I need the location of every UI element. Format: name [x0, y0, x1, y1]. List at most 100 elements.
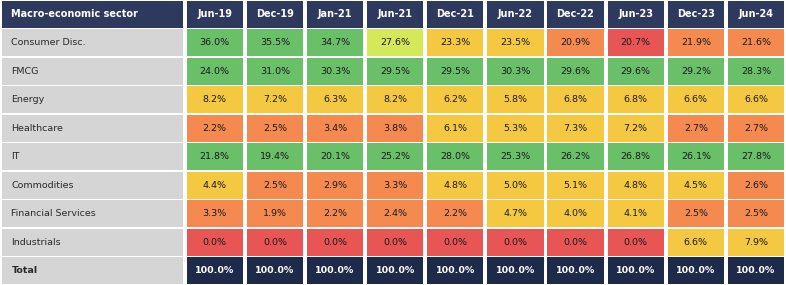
Bar	[367, 257, 423, 284]
Bar	[487, 229, 544, 256]
Bar	[367, 1, 423, 28]
Text: 0.0%: 0.0%	[203, 238, 227, 247]
Bar	[367, 172, 423, 199]
Text: 34.7%: 34.7%	[320, 38, 350, 47]
Bar	[2, 86, 182, 113]
Text: 6.3%: 6.3%	[323, 95, 347, 104]
Text: 8.2%: 8.2%	[203, 95, 227, 104]
Text: 5.1%: 5.1%	[564, 181, 588, 190]
Text: 26.1%: 26.1%	[681, 152, 711, 161]
Bar	[2, 115, 182, 142]
Bar	[247, 29, 303, 56]
Bar	[307, 229, 363, 256]
Bar	[428, 1, 483, 28]
Bar	[728, 115, 784, 142]
Text: 28.3%: 28.3%	[741, 67, 771, 76]
Text: 100.0%: 100.0%	[556, 266, 595, 275]
Bar	[487, 143, 544, 170]
Text: 4.7%: 4.7%	[503, 209, 527, 218]
Bar	[547, 172, 604, 199]
Bar	[728, 257, 784, 284]
Text: Dec-23: Dec-23	[677, 9, 714, 19]
Text: IT: IT	[11, 152, 20, 161]
Text: 2.2%: 2.2%	[203, 124, 227, 133]
Bar	[668, 143, 724, 170]
Text: Dec-19: Dec-19	[256, 9, 294, 19]
Text: 4.8%: 4.8%	[443, 181, 468, 190]
Bar	[247, 86, 303, 113]
Bar	[547, 1, 604, 28]
Bar	[728, 58, 784, 85]
Text: Jun-19: Jun-19	[197, 9, 233, 19]
Bar	[247, 115, 303, 142]
Text: 3.3%: 3.3%	[203, 209, 227, 218]
Bar	[668, 115, 724, 142]
Text: 0.0%: 0.0%	[503, 238, 527, 247]
Bar	[247, 257, 303, 284]
Text: 28.0%: 28.0%	[440, 152, 470, 161]
Text: 6.6%: 6.6%	[684, 238, 708, 247]
Text: Dec-22: Dec-22	[556, 9, 594, 19]
Bar	[608, 86, 663, 113]
Text: 2.4%: 2.4%	[383, 209, 407, 218]
Text: Commodities: Commodities	[11, 181, 74, 190]
Bar	[428, 58, 483, 85]
Text: 20.1%: 20.1%	[320, 152, 350, 161]
Bar	[187, 172, 243, 199]
Bar	[728, 200, 784, 227]
Bar	[2, 58, 182, 85]
Text: Energy: Energy	[11, 95, 45, 104]
Bar	[547, 200, 604, 227]
Bar	[307, 58, 363, 85]
Bar	[187, 58, 243, 85]
Bar	[728, 143, 784, 170]
Text: 8.2%: 8.2%	[383, 95, 407, 104]
Bar	[608, 29, 663, 56]
Bar	[728, 29, 784, 56]
Bar	[428, 115, 483, 142]
Bar	[668, 172, 724, 199]
Text: 2.6%: 2.6%	[744, 181, 768, 190]
Bar	[187, 229, 243, 256]
Bar	[428, 172, 483, 199]
Bar	[2, 29, 182, 56]
Text: 21.8%: 21.8%	[200, 152, 230, 161]
Text: 100.0%: 100.0%	[315, 266, 354, 275]
Text: 20.7%: 20.7%	[621, 38, 651, 47]
Bar	[367, 229, 423, 256]
Text: 24.0%: 24.0%	[200, 67, 230, 76]
Bar	[187, 143, 243, 170]
Bar	[487, 115, 544, 142]
Bar	[668, 1, 724, 28]
Text: 21.9%: 21.9%	[681, 38, 711, 47]
Bar	[487, 200, 544, 227]
Text: Consumer Disc.: Consumer Disc.	[11, 38, 86, 47]
Text: 100.0%: 100.0%	[736, 266, 776, 275]
Text: 100.0%: 100.0%	[616, 266, 656, 275]
Bar	[367, 143, 423, 170]
Text: Jun-22: Jun-22	[498, 9, 533, 19]
Bar	[547, 58, 604, 85]
Bar	[2, 1, 182, 28]
Text: 1.9%: 1.9%	[263, 209, 287, 218]
Text: 3.8%: 3.8%	[383, 124, 407, 133]
Text: 23.3%: 23.3%	[440, 38, 470, 47]
Text: 4.0%: 4.0%	[564, 209, 588, 218]
Bar	[2, 257, 182, 284]
Text: 4.1%: 4.1%	[623, 209, 648, 218]
Bar	[428, 29, 483, 56]
Text: 100.0%: 100.0%	[376, 266, 415, 275]
Text: 29.6%: 29.6%	[560, 67, 590, 76]
Text: 100.0%: 100.0%	[676, 266, 715, 275]
Text: 20.9%: 20.9%	[560, 38, 590, 47]
Text: 2.2%: 2.2%	[323, 209, 347, 218]
Text: 0.0%: 0.0%	[443, 238, 468, 247]
Bar	[547, 257, 604, 284]
Bar	[307, 29, 363, 56]
Bar	[187, 115, 243, 142]
Text: 0.0%: 0.0%	[383, 238, 407, 247]
Text: 23.5%: 23.5%	[501, 38, 531, 47]
Text: 4.4%: 4.4%	[203, 181, 227, 190]
Text: 4.8%: 4.8%	[623, 181, 648, 190]
Text: 30.3%: 30.3%	[320, 67, 350, 76]
